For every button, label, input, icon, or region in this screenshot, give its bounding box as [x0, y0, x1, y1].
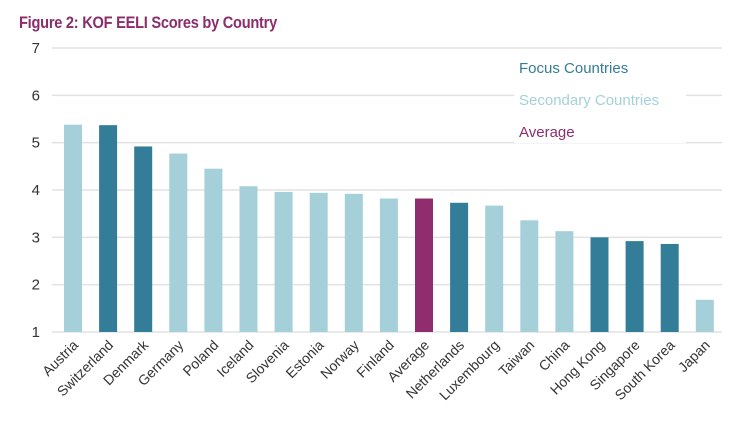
bar-finland: [379, 198, 398, 332]
legend-item-focus: Focus Countries: [519, 60, 628, 77]
bar-hong-kong: [590, 237, 609, 332]
legend-item-average: Average: [519, 124, 575, 141]
bar-south-korea: [660, 243, 679, 332]
bar-norway: [344, 193, 363, 332]
x-tick-label: Norway: [317, 337, 362, 382]
x-tick-label: Taiwan: [495, 337, 537, 379]
legend-bg: [514, 122, 686, 143]
bar-poland: [204, 168, 223, 332]
bar-netherlands: [450, 202, 469, 332]
bar-iceland: [239, 186, 258, 332]
x-tick-label: Poland: [179, 337, 221, 379]
bar-japan: [695, 299, 714, 332]
bar-average: [415, 198, 433, 332]
bar-slovenia: [274, 191, 293, 332]
y-tick-label: 2: [32, 277, 40, 294]
y-tick-label: 4: [32, 182, 40, 199]
y-axis-ticks: 1 2 3 4 5 6 7: [32, 40, 40, 341]
bar-switzerland: [99, 125, 118, 332]
bar-taiwan: [520, 220, 539, 332]
x-axis-ticks: AustriaSwitzerlandDenmarkGermanyPolandIc…: [39, 336, 713, 403]
y-tick-label: 7: [32, 40, 40, 57]
legend-bg: [514, 58, 686, 79]
legend-item-secondary: Secondary Countries: [519, 92, 659, 109]
legend-bg: [514, 90, 686, 111]
y-tick-label: 6: [32, 87, 40, 104]
bar-singapore: [625, 241, 644, 332]
bar-austria: [64, 124, 82, 333]
bar-germany: [169, 153, 188, 332]
x-tick-label: Japan: [675, 337, 713, 375]
bar-denmark: [134, 146, 153, 332]
y-tick-label: 1: [32, 324, 40, 341]
bars: [64, 124, 714, 333]
bar-china: [555, 231, 574, 332]
chart-title: Figure 2: KOF EELI Scores by Country: [19, 13, 277, 32]
y-tick-label: 5: [32, 135, 40, 152]
legend: Focus Countries Secondary Countries Averag…: [514, 58, 686, 143]
bar-estonia: [309, 192, 328, 332]
y-tick-label: 3: [32, 229, 40, 246]
bar-luxembourg: [485, 205, 504, 332]
